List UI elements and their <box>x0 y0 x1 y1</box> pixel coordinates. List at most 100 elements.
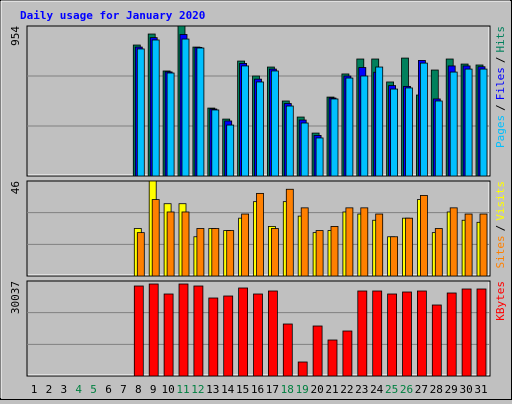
bar <box>241 213 250 277</box>
bar <box>253 293 263 377</box>
x-tick-label: 20 <box>310 383 323 396</box>
bar <box>387 293 398 377</box>
bar <box>402 291 412 377</box>
bar <box>256 81 264 177</box>
x-tick-label: 14 <box>221 383 235 396</box>
bar <box>372 290 383 377</box>
bar <box>267 290 278 377</box>
x-tick-label: 28 <box>430 383 443 396</box>
bar <box>345 207 354 277</box>
bar <box>390 88 399 177</box>
x-tick-label: 1 <box>31 383 38 396</box>
bar <box>300 122 309 177</box>
bar <box>285 105 294 177</box>
bar <box>148 283 159 377</box>
bar <box>208 297 219 377</box>
bar <box>357 290 368 377</box>
bar <box>151 39 160 177</box>
chart-title: Daily usage for January 2020 <box>20 9 205 22</box>
bar <box>196 228 205 277</box>
bar <box>133 285 144 377</box>
bar <box>479 68 488 177</box>
x-tick-label: 29 <box>445 383 458 396</box>
bar <box>226 124 235 177</box>
x-tick-label: 9 <box>150 383 157 396</box>
x-tick-label: 27 <box>415 383 428 396</box>
bar <box>136 48 145 177</box>
x-tick-label: 11 <box>176 383 189 396</box>
x-tick-label: 26 <box>400 383 413 396</box>
legend-separator: / <box>494 104 507 111</box>
bar <box>342 330 353 377</box>
bar <box>312 325 323 377</box>
bar <box>315 137 324 177</box>
x-tick-label: 3 <box>60 383 67 396</box>
x-tick-label: 13 <box>206 383 219 396</box>
x-tick-label: 30 <box>459 383 472 396</box>
bar <box>461 288 472 377</box>
bar <box>270 70 279 177</box>
bar <box>464 68 473 177</box>
bar <box>315 230 324 277</box>
bar <box>405 217 413 277</box>
bar <box>241 65 250 177</box>
x-tick-label: 8 <box>135 383 142 396</box>
bar <box>464 213 473 277</box>
bar <box>446 292 457 377</box>
bar <box>211 109 220 177</box>
bar <box>238 287 249 377</box>
bar <box>282 323 293 377</box>
x-tick-label: 12 <box>191 383 204 396</box>
bar <box>151 199 160 277</box>
y-max-label: 46 <box>9 181 22 194</box>
legend-entry: KBytes <box>494 281 507 321</box>
bar <box>226 230 235 277</box>
bar <box>375 213 384 277</box>
legend: KBytes <box>494 281 507 321</box>
bar <box>181 211 190 277</box>
y-max-label: 30037 <box>9 281 22 314</box>
x-tick-label: 19 <box>296 383 309 396</box>
x-tick-label: 17 <box>266 383 279 396</box>
bar <box>449 71 458 177</box>
bar <box>479 213 488 277</box>
bar <box>360 75 369 177</box>
x-tick-label: 2 <box>46 383 53 396</box>
bar <box>136 232 145 277</box>
bar <box>223 295 234 377</box>
bar <box>166 72 175 177</box>
bar <box>327 339 338 377</box>
x-tick-label: 21 <box>325 383 338 396</box>
bar <box>330 98 339 177</box>
bar <box>360 207 369 277</box>
bar <box>196 47 205 177</box>
x-tick-label: 23 <box>355 383 368 396</box>
bar <box>285 188 294 277</box>
x-tick-label: 16 <box>251 383 264 396</box>
bar <box>416 290 427 377</box>
bar <box>193 285 204 377</box>
bar <box>163 293 174 377</box>
bar <box>178 283 189 377</box>
bar <box>419 62 428 177</box>
bar <box>166 211 175 277</box>
bar <box>431 304 442 377</box>
bar <box>270 228 279 277</box>
bar <box>476 288 487 377</box>
bar <box>449 207 458 277</box>
x-tick-label: 7 <box>120 383 127 396</box>
bar <box>181 38 190 177</box>
bar <box>419 195 428 277</box>
legend-entry: Files <box>494 67 507 100</box>
legend-entry: Pages <box>494 115 507 148</box>
legend: Pages / Files / Hits <box>494 26 507 148</box>
bar <box>405 87 413 177</box>
bar <box>434 100 443 177</box>
x-tick-label: 25 <box>385 383 398 396</box>
bar <box>256 192 264 277</box>
x-tick-label: 6 <box>105 383 112 396</box>
x-tick-label: 24 <box>370 383 384 396</box>
legend: Sites / Visits <box>494 181 507 269</box>
